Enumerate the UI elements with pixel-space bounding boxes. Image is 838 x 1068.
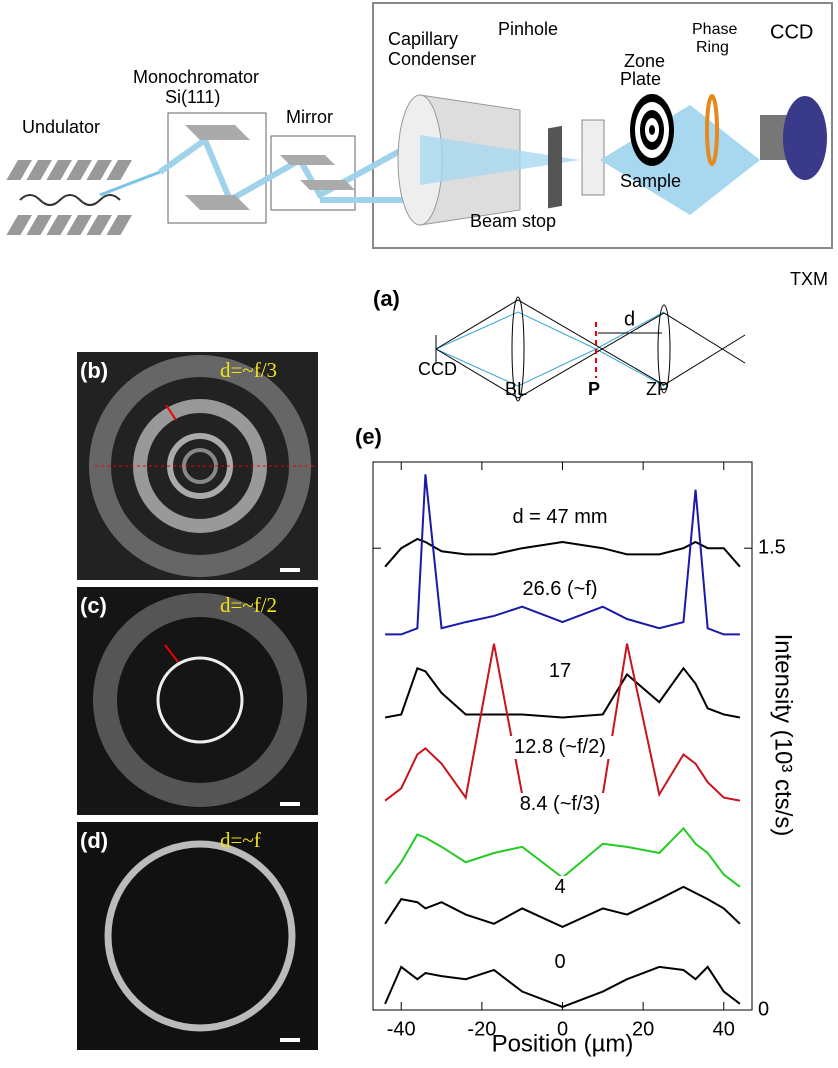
mirror-2 <box>300 180 355 190</box>
series-label: 4 <box>530 876 590 899</box>
condition-label: d=~f/2 <box>220 593 277 617</box>
label: Ring <box>696 39 729 56</box>
profile-line <box>384 666 741 719</box>
label: P <box>588 379 600 399</box>
series-label: 0 <box>535 951 585 974</box>
label: Plate <box>620 69 661 89</box>
series-label: d = 47 mm <box>460 506 660 529</box>
label: CCD <box>770 21 813 43</box>
label: Mirror <box>286 107 333 127</box>
image-b <box>77 352 318 580</box>
x-tick-label: -40 <box>387 1018 416 1040</box>
condition-label: d=~f/3 <box>220 358 277 382</box>
sample <box>581 119 605 196</box>
label: ZP <box>646 379 669 399</box>
label: Sample <box>620 171 681 191</box>
txm-frame <box>372 2 833 249</box>
cone-3 <box>690 105 760 215</box>
y-axis-label: Intensity (10³ cts/s) <box>770 634 797 837</box>
panel-label: (e) <box>355 424 382 449</box>
series-label: 12.8 (~f/2) <box>505 736 615 759</box>
x-tick-label: -20 <box>467 1018 496 1040</box>
y-tick-label: 1.5 <box>758 536 786 558</box>
beam <box>158 134 423 205</box>
x-tick-label: 0 <box>557 1018 568 1040</box>
condition-label: d=~f <box>220 828 261 852</box>
label: Phase <box>692 21 737 38</box>
label: BL <box>505 379 527 399</box>
x-axis-label: Position (µm) <box>492 1030 634 1057</box>
crystal-2 <box>185 195 250 210</box>
focus-cone <box>420 135 580 185</box>
plot <box>373 462 752 1011</box>
label: Zone <box>624 51 665 71</box>
phase-ring <box>705 94 719 166</box>
optics-sketch <box>435 296 746 402</box>
series-label: 26.6 (~f) <box>480 578 640 601</box>
y-tick-label: 0 <box>758 998 769 1020</box>
ccd-face <box>783 96 827 180</box>
series-label: 17 <box>520 660 600 683</box>
label: d <box>624 308 635 330</box>
image-c <box>77 587 318 815</box>
panel-label: (b) <box>80 358 108 383</box>
crystal-1 <box>185 125 250 140</box>
panel-label: (c) <box>80 593 107 618</box>
label: Si(111) <box>165 87 220 107</box>
panel-label: (a) <box>373 286 400 311</box>
profile-line <box>384 885 741 928</box>
label: Condenser <box>388 49 476 69</box>
label: CCD <box>418 359 457 379</box>
pinhole <box>548 125 562 209</box>
undulator <box>6 160 161 235</box>
label: Monochromator <box>133 67 259 87</box>
series-label: 8.4 (~f/3) <box>485 793 635 816</box>
panel-label: (d) <box>80 828 108 853</box>
mirror-1 <box>280 155 335 165</box>
x-tick-label: 40 <box>713 1018 735 1040</box>
profile-line <box>384 537 741 568</box>
label: Undulator <box>22 117 100 137</box>
label: Beam stop <box>470 211 556 231</box>
profile-line <box>385 474 740 636</box>
label: TXM <box>790 269 828 289</box>
label: Capillary <box>388 29 458 49</box>
label: Pinhole <box>498 19 558 39</box>
profile-line <box>384 965 741 1008</box>
x-tick-label: 20 <box>632 1018 654 1040</box>
image-d <box>77 822 318 1050</box>
zone-plate <box>630 94 674 166</box>
